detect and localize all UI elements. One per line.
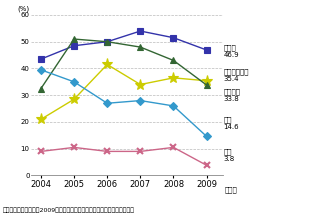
Text: タイ
3.8: タイ 3.8 (223, 149, 234, 162)
Text: インドネシア
35.4: インドネシア 35.4 (223, 68, 249, 82)
Text: ベトナム
33.8: ベトナム 33.8 (223, 88, 240, 102)
Text: インド
46.9: インド 46.9 (223, 44, 239, 58)
Text: （年）: （年） (225, 187, 238, 193)
Text: 中国
14.6: 中国 14.6 (223, 116, 239, 130)
Text: (%): (%) (18, 5, 30, 12)
Text: 資料：国際協力銀行（2009）「海外直接投資アンケート結果」から作成。: 資料：国際協力銀行（2009）「海外直接投資アンケート結果」から作成。 (3, 207, 135, 213)
